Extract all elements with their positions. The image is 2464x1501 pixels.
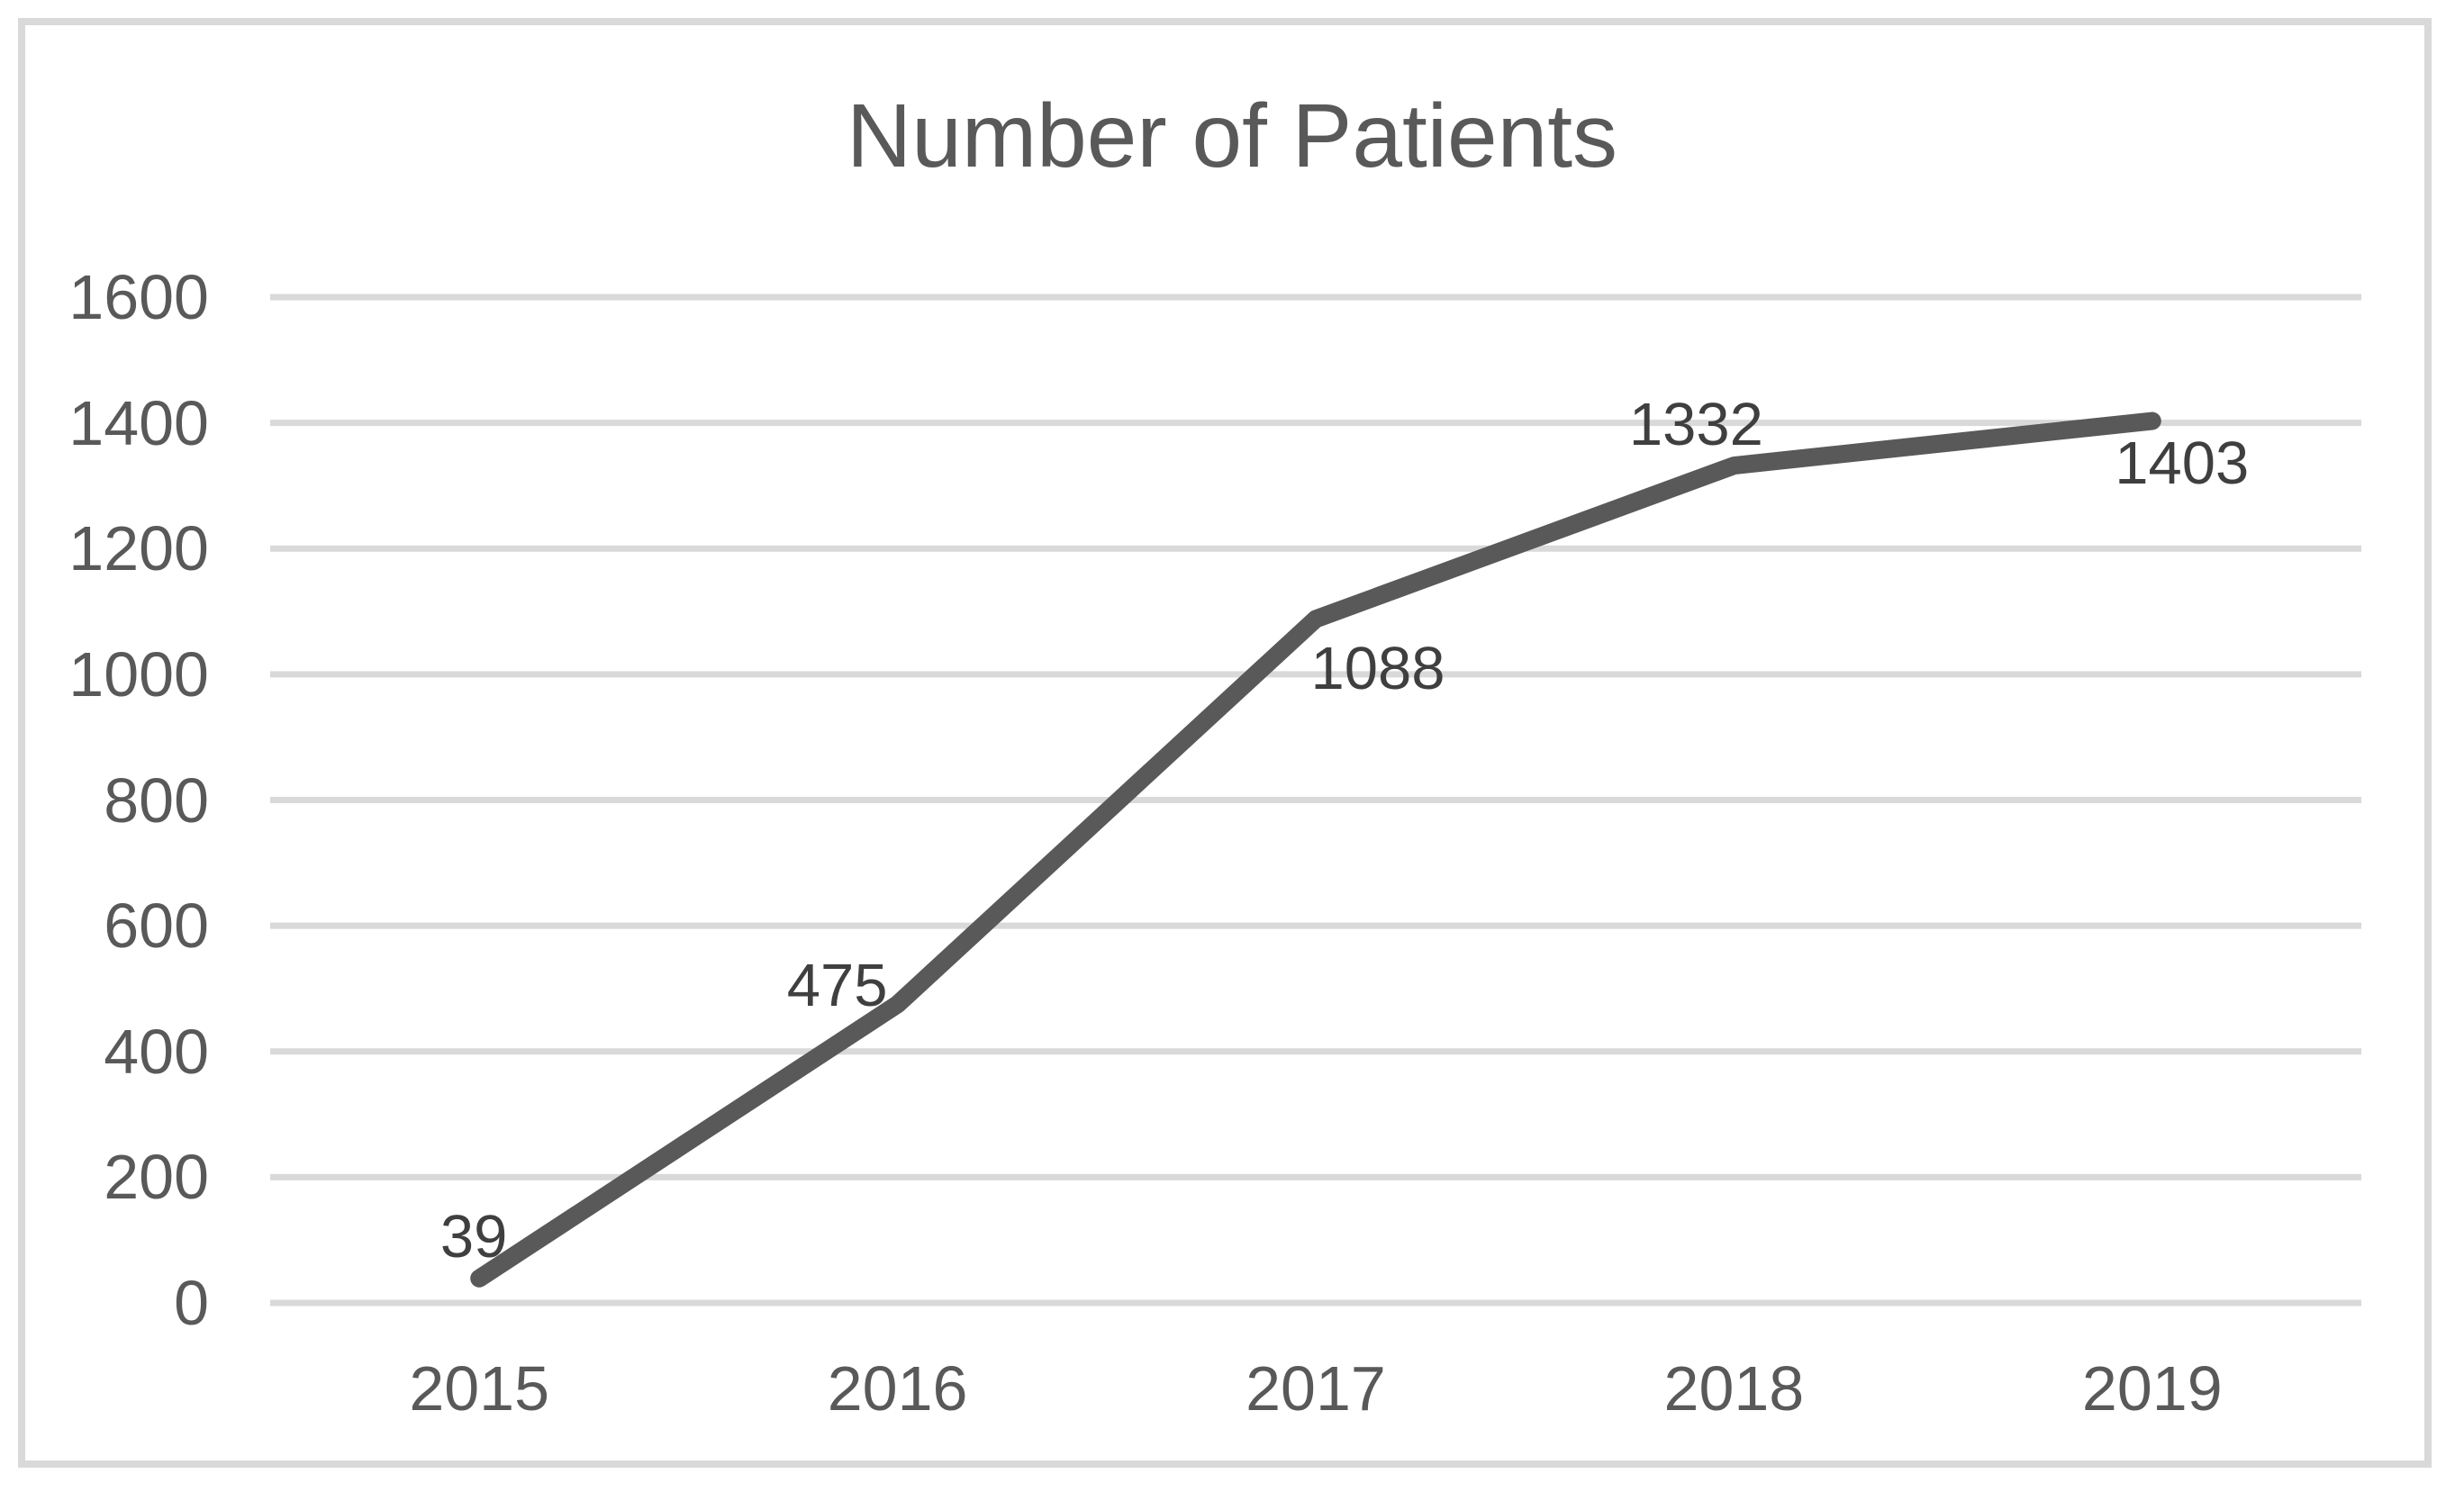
y-axis-tick-label-800: 800 — [104, 764, 209, 836]
x-axis-tick-label-2017: 2017 — [1246, 1353, 1386, 1424]
x-axis-tick-label-2019: 2019 — [2081, 1353, 2223, 1424]
y-axis-tick-label-200: 200 — [104, 1142, 209, 1213]
x-axis-tick-label-2016: 2016 — [827, 1353, 968, 1424]
data-point-label-2016: 475 — [786, 952, 888, 1020]
y-axis-tick-label-1200: 1200 — [68, 513, 209, 584]
chart-frame — [18, 18, 2432, 1468]
data-point-label-2019: 1403 — [2115, 429, 2250, 497]
data-point-label-2018: 1332 — [1628, 391, 1763, 459]
y-axis-tick-label-1000: 1000 — [68, 638, 209, 710]
y-axis-tick-label-1400: 1400 — [68, 387, 209, 458]
x-axis-tick-label-2018: 2018 — [1663, 1353, 1805, 1424]
y-axis-tick-label-1600: 1600 — [68, 262, 209, 332]
data-point-label-2017: 1088 — [1310, 635, 1445, 703]
x-axis-tick-label-2015: 2015 — [409, 1353, 550, 1424]
series-line — [470, 411, 2161, 1288]
data-point-label-2015: 39 — [439, 1202, 508, 1270]
y-axis-tick-label-600: 600 — [104, 891, 209, 962]
y-axis-tick-label-0: 0 — [174, 1268, 209, 1338]
chart-title: Number of Patients — [847, 86, 1617, 186]
y-axis-tick-label-400: 400 — [104, 1016, 209, 1087]
